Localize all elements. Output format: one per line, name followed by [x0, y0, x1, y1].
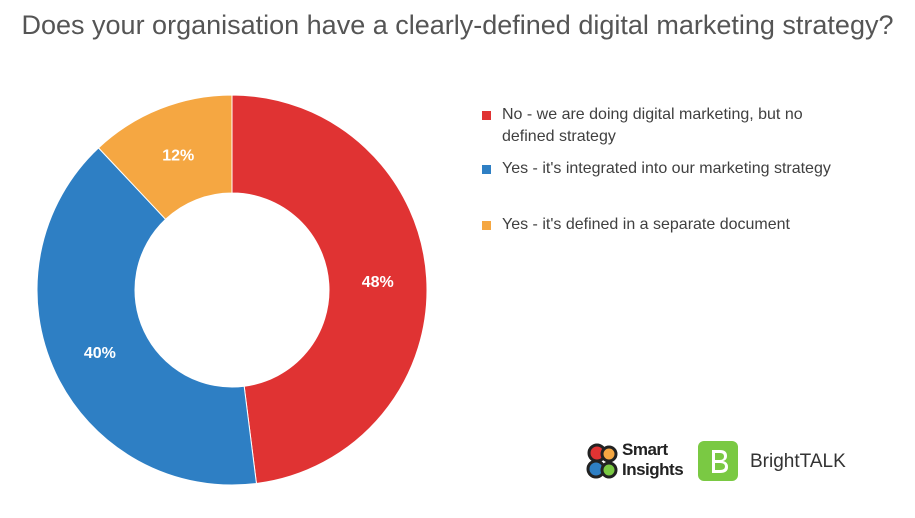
legend-swatch-no-strategy	[482, 111, 491, 120]
legend-item-integrated: Yes - it's integrated into our marketing…	[482, 158, 902, 180]
legend-item-separate-document: Yes - it's defined in a separate documen…	[482, 214, 902, 236]
legend-item-no-strategy: No - we are doing digital marketing, but…	[482, 104, 902, 148]
brighttalk-logo: BrightTALK	[698, 438, 888, 488]
legend-swatch-separate-document	[482, 221, 491, 230]
slice-separate-document	[97, 94, 233, 220]
slice-integrated	[36, 147, 257, 486]
smart-insights-line1: Smart	[622, 440, 668, 459]
legend-label-line: No - we are doing digital marketing, but…	[502, 106, 803, 123]
legend-label-line: Yes - it's defined in a separate documen…	[502, 216, 790, 233]
legend-label-line: Yes - it's integrated into our marketing…	[502, 160, 831, 177]
brighttalk-wordmark: BrightTALK	[750, 451, 846, 472]
legend-label-line: defined strategy	[502, 128, 616, 145]
smart-insights-wordmark: Smart Insights	[622, 440, 684, 480]
smart-insights-line2: Insights	[622, 460, 684, 479]
data-label: 40%	[84, 345, 116, 362]
legend-swatch-integrated	[482, 165, 491, 174]
data-label: 48%	[362, 274, 394, 291]
smart-insights-mark-icon	[586, 443, 618, 479]
brighttalk-b-icon	[698, 441, 738, 481]
data-label: 12%	[162, 147, 194, 164]
chart-title: Does your organisation have a clearly-de…	[21, 10, 894, 40]
footer-logos: Smart Insights BrightTALK	[586, 438, 886, 488]
chart-legend: No - we are doing digital marketing, but…	[482, 104, 902, 236]
brighttalk-b-glyph-icon	[712, 450, 728, 473]
smart-insights-logo: Smart Insights	[586, 440, 696, 484]
slice-no-strategy	[231, 94, 428, 485]
